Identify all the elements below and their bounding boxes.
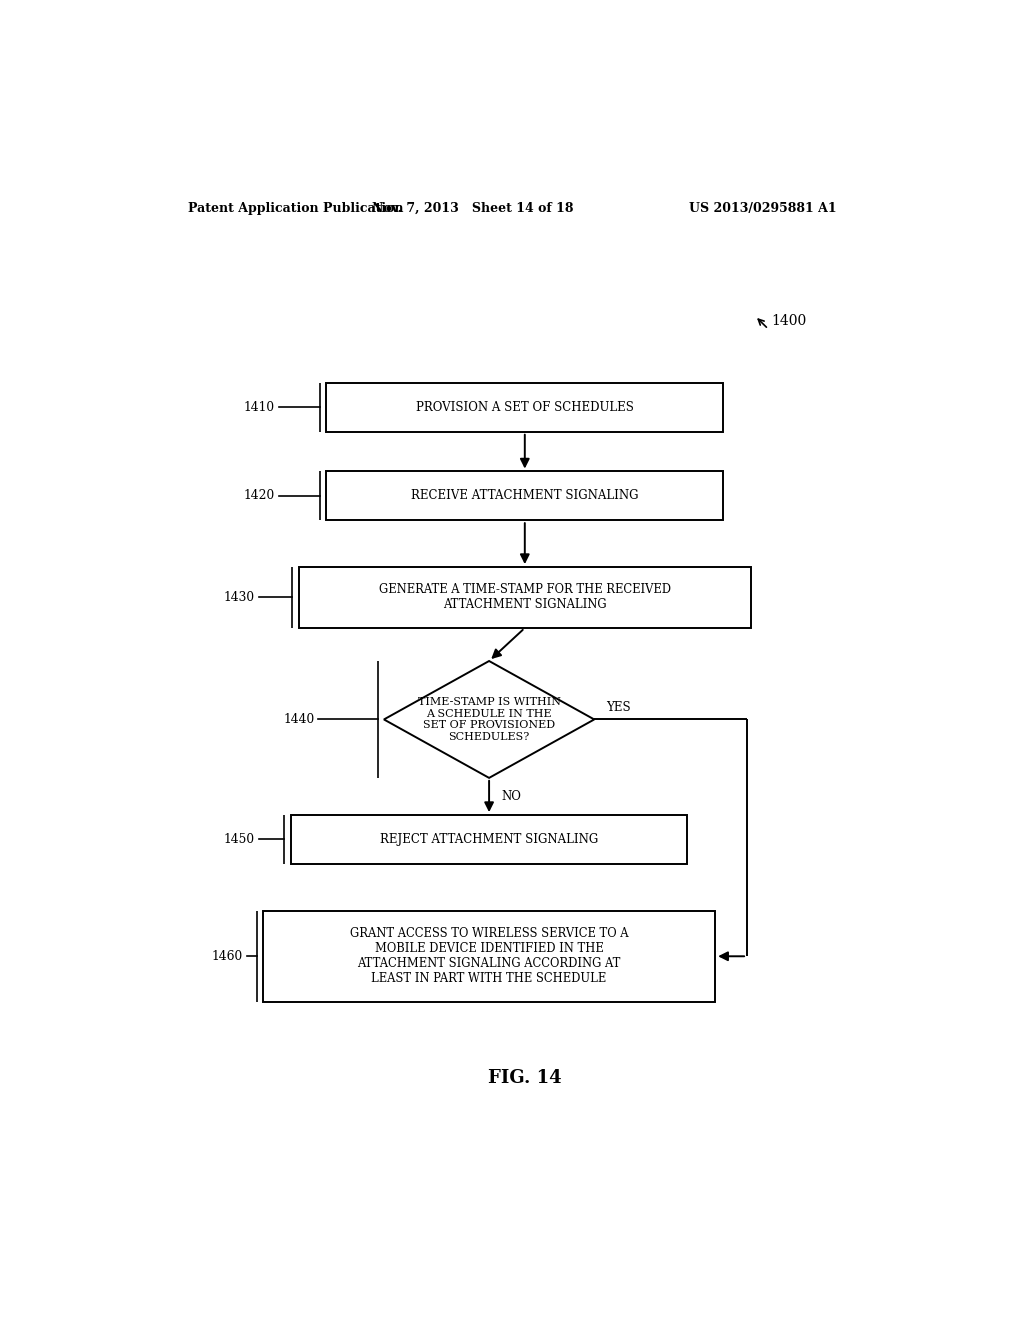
Text: TIME-STAMP IS WITHIN
A SCHEDULE IN THE
SET OF PROVISIONED
SCHEDULES?: TIME-STAMP IS WITHIN A SCHEDULE IN THE S… [418,697,560,742]
FancyBboxPatch shape [327,383,723,432]
FancyBboxPatch shape [291,814,687,863]
Text: 1400: 1400 [771,314,806,329]
Text: RECEIVE ATTACHMENT SIGNALING: RECEIVE ATTACHMENT SIGNALING [411,490,639,503]
Text: YES: YES [606,701,631,714]
FancyBboxPatch shape [299,568,751,628]
Text: US 2013/0295881 A1: US 2013/0295881 A1 [689,202,837,215]
Text: REJECT ATTACHMENT SIGNALING: REJECT ATTACHMENT SIGNALING [380,833,598,846]
Text: 1410: 1410 [244,401,274,414]
Text: 1450: 1450 [224,833,255,846]
Text: 1460: 1460 [212,950,243,962]
Text: Nov. 7, 2013   Sheet 14 of 18: Nov. 7, 2013 Sheet 14 of 18 [373,202,574,215]
Text: FIG. 14: FIG. 14 [488,1069,561,1088]
FancyBboxPatch shape [327,471,723,520]
Text: 1440: 1440 [284,713,314,726]
Text: GRANT ACCESS TO WIRELESS SERVICE TO A
MOBILE DEVICE IDENTIFIED IN THE
ATTACHMENT: GRANT ACCESS TO WIRELESS SERVICE TO A MO… [350,927,629,985]
Text: PROVISION A SET OF SCHEDULES: PROVISION A SET OF SCHEDULES [416,401,634,414]
Text: NO: NO [502,789,521,803]
FancyBboxPatch shape [263,911,715,1002]
Text: GENERATE A TIME-STAMP FOR THE RECEIVED
ATTACHMENT SIGNALING: GENERATE A TIME-STAMP FOR THE RECEIVED A… [379,583,671,611]
Text: 1430: 1430 [224,591,255,605]
Text: 1420: 1420 [244,490,274,503]
Text: Patent Application Publication: Patent Application Publication [187,202,403,215]
Polygon shape [384,661,594,777]
